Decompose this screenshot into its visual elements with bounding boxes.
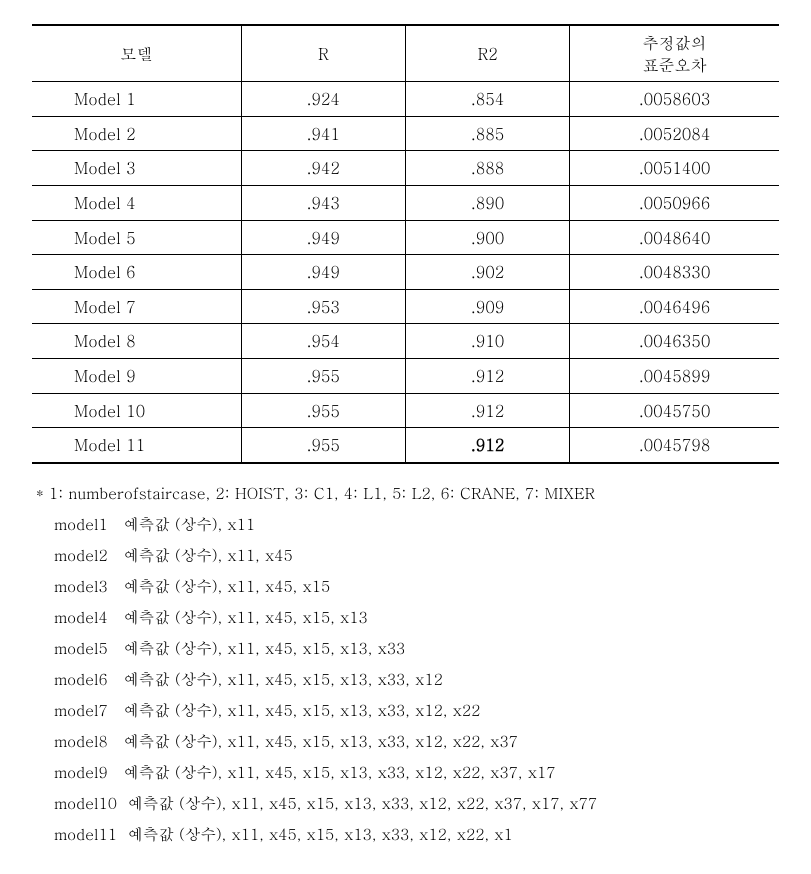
notes-model-line: model7 예측값 (상수), x11, x45, x15, x13, x33…: [54, 695, 779, 726]
col-header-se-line2: 표준오차: [643, 53, 707, 76]
table-row: Model 4.943.890.0050966: [32, 185, 779, 220]
cell-model: Model 10: [32, 393, 241, 428]
cell-r: .955: [241, 428, 405, 463]
cell-r: .924: [241, 82, 405, 117]
notes-model-line: model2 예측값 (상수), x11, x45: [54, 540, 779, 571]
table-row: Model 9.955.912.0045899: [32, 358, 779, 393]
col-header-r2: R2: [405, 25, 569, 82]
cell-se: .0050966: [570, 185, 779, 220]
table-body: Model 1.924.854.0058603Model 2.941.885.0…: [32, 82, 779, 463]
cell-r2: .900: [405, 220, 569, 255]
cell-model: Model 6: [32, 255, 241, 290]
cell-r2: .885: [405, 116, 569, 151]
table-row: Model 11.955.912.0045798: [32, 428, 779, 463]
notes-model-line: model8 예측값 (상수), x11, x45, x15, x13, x33…: [54, 726, 779, 757]
cell-r: .953: [241, 289, 405, 324]
cell-se: .0048640: [570, 220, 779, 255]
cell-model: Model 7: [32, 289, 241, 324]
cell-r: .942: [241, 151, 405, 186]
notes-block: * 1: numberofstaircase, 2: HOIST, 3: C1,…: [32, 478, 779, 850]
table-row: Model 7.953.909.0046496: [32, 289, 779, 324]
notes-model-line: model9 예측값 (상수), x11, x45, x15, x13, x33…: [54, 757, 779, 788]
notes-model-line: model4 예측값 (상수), x11, x45, x15, x13: [54, 602, 779, 633]
col-header-se: 추정값의 표준오차: [570, 25, 779, 82]
table-row: Model 8.954.910.0046350: [32, 324, 779, 359]
cell-r2: .854: [405, 82, 569, 117]
cell-model: Model 2: [32, 116, 241, 151]
notes-legend: * 1: numberofstaircase, 2: HOIST, 3: C1,…: [36, 478, 779, 509]
cell-se: .0045798: [570, 428, 779, 463]
table-row: Model 6.949.902.0048330: [32, 255, 779, 290]
table-header-row: 모델 R R2 추정값의 표준오차: [32, 25, 779, 82]
notes-model-line: model6 예측값 (상수), x11, x45, x15, x13, x33…: [54, 664, 779, 695]
cell-r: .955: [241, 393, 405, 428]
cell-se: .0051400: [570, 151, 779, 186]
table-row: Model 5.949.900.0048640: [32, 220, 779, 255]
cell-r: .949: [241, 255, 405, 290]
model-results-table: 모델 R R2 추정값의 표준오차 Model 1.924.854.005860…: [32, 24, 779, 464]
notes-model-line: model11 예측값 (상수), x11, x45, x15, x13, x3…: [54, 819, 779, 850]
cell-r: .949: [241, 220, 405, 255]
cell-se: .0048330: [570, 255, 779, 290]
cell-r2: .902: [405, 255, 569, 290]
notes-model-lines: model1 예측값 (상수), x11model2 예측값 (상수), x11…: [36, 509, 779, 850]
cell-r2: .912: [405, 358, 569, 393]
cell-r: .943: [241, 185, 405, 220]
cell-r2: .909: [405, 289, 569, 324]
cell-model: Model 3: [32, 151, 241, 186]
cell-r2: .888: [405, 151, 569, 186]
cell-r2: .912: [405, 428, 569, 463]
cell-model: Model 8: [32, 324, 241, 359]
cell-se: .0058603: [570, 82, 779, 117]
notes-model-line: model1 예측값 (상수), x11: [54, 509, 779, 540]
cell-r2: .890: [405, 185, 569, 220]
notes-model-line: model5 예측값 (상수), x11, x45, x15, x13, x33: [54, 633, 779, 664]
cell-model: Model 1: [32, 82, 241, 117]
cell-se: .0052084: [570, 116, 779, 151]
table-row: Model 1.924.854.0058603: [32, 82, 779, 117]
cell-se: .0046496: [570, 289, 779, 324]
cell-model: Model 5: [32, 220, 241, 255]
cell-se: .0045750: [570, 393, 779, 428]
cell-model: Model 9: [32, 358, 241, 393]
table-row: Model 10.955.912.0045750: [32, 393, 779, 428]
notes-model-line: model3 예측값 (상수), x11, x45, x15: [54, 571, 779, 602]
cell-r: .941: [241, 116, 405, 151]
table-row: Model 3.942.888.0051400: [32, 151, 779, 186]
cell-r: .955: [241, 358, 405, 393]
table-row: Model 2.941.885.0052084: [32, 116, 779, 151]
cell-r2: .910: [405, 324, 569, 359]
col-header-model: 모델: [32, 25, 241, 82]
cell-model: Model 4: [32, 185, 241, 220]
col-header-r: R: [241, 25, 405, 82]
notes-model-line: model10 예측값 (상수), x11, x45, x15, x13, x3…: [54, 788, 779, 819]
cell-model: Model 11: [32, 428, 241, 463]
cell-se: .0046350: [570, 324, 779, 359]
cell-r2: .912: [405, 393, 569, 428]
cell-se: .0045899: [570, 358, 779, 393]
col-header-se-line1: 추정값의: [643, 31, 707, 54]
cell-r: .954: [241, 324, 405, 359]
